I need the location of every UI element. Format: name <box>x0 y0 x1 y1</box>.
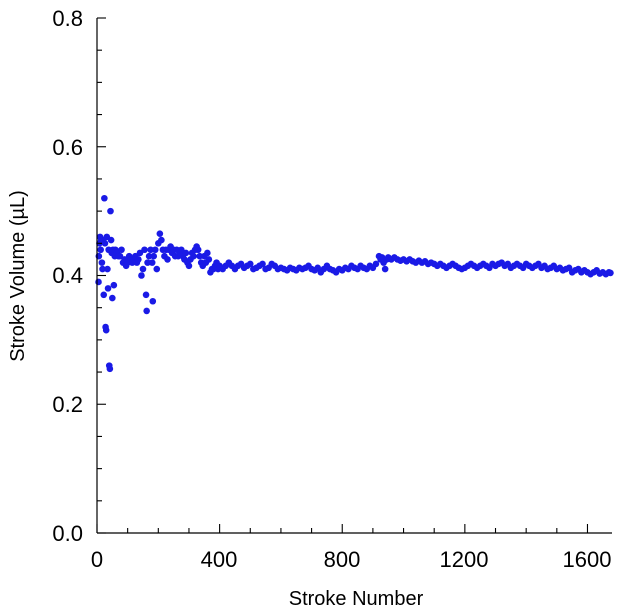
data-point <box>116 252 124 260</box>
y-tick-label-2: 0.4 <box>52 263 83 288</box>
data-point <box>185 262 193 270</box>
data-point <box>118 246 125 254</box>
y-axis-label: Stroke Volume (µL) <box>7 190 29 362</box>
data-point <box>102 326 110 334</box>
data-point <box>104 285 112 292</box>
data-point <box>106 365 114 373</box>
data-point <box>145 252 153 260</box>
data-point <box>107 207 114 215</box>
data-point <box>104 265 111 273</box>
data-point <box>136 249 144 257</box>
data-point <box>607 269 614 277</box>
data-point <box>190 252 197 260</box>
data-point <box>143 307 150 315</box>
x-tick-label-0: 0 <box>91 547 103 572</box>
data-point <box>142 291 150 299</box>
data-point <box>149 297 157 305</box>
y-tick-label-3: 0.6 <box>52 135 83 160</box>
data-point <box>156 230 164 237</box>
data-point <box>196 252 203 260</box>
data-point <box>178 246 185 254</box>
data-point <box>151 246 159 254</box>
data-point <box>205 256 213 263</box>
y-tick-label-1: 0.2 <box>52 392 83 417</box>
x-tick-label-4: 1600 <box>563 547 612 572</box>
data-point <box>135 256 142 263</box>
data-point <box>144 259 151 266</box>
data-point <box>109 294 116 302</box>
data-point <box>148 259 156 266</box>
data-point <box>381 265 389 273</box>
x-tick-label-3: 1200 <box>440 547 489 572</box>
data-point <box>182 249 190 257</box>
x-tick-label-2: 800 <box>324 547 361 572</box>
data-point <box>150 252 158 260</box>
x-axis-ticks <box>96 524 589 533</box>
data-point <box>204 249 211 257</box>
data-point <box>99 265 106 273</box>
data-point <box>158 236 165 244</box>
y-tick-label-4: 0.8 <box>52 6 83 31</box>
data-point <box>141 246 148 254</box>
data-point <box>139 265 147 273</box>
y-tick-label-0: 0.0 <box>52 521 83 546</box>
data-point <box>95 278 102 286</box>
data-point <box>110 281 118 289</box>
data-point <box>97 246 104 254</box>
data-point <box>164 256 171 263</box>
data-points <box>95 194 614 373</box>
data-point <box>147 246 154 254</box>
data-point <box>246 260 254 268</box>
data-point <box>107 236 115 244</box>
x-axis-label: Stroke Number <box>289 588 424 610</box>
data-point <box>138 272 145 279</box>
x-tick-label-1: 400 <box>201 547 238 572</box>
y-axis-ticks <box>97 17 106 534</box>
data-point <box>194 246 202 254</box>
data-point <box>372 260 380 268</box>
data-point <box>101 194 108 202</box>
data-point <box>100 291 108 299</box>
data-point <box>101 240 109 247</box>
data-point <box>153 265 161 273</box>
data-point <box>259 260 266 268</box>
data-point <box>98 259 106 266</box>
